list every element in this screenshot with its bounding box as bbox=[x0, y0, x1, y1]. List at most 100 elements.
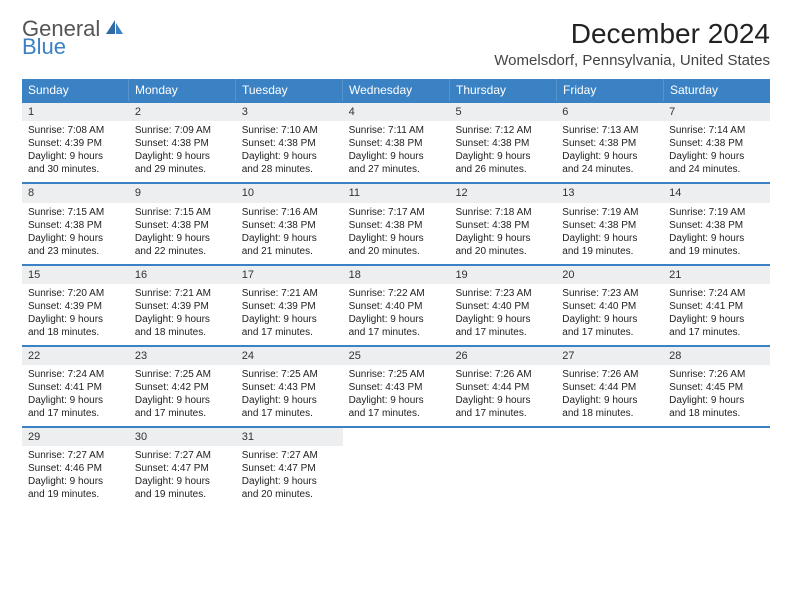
dow-cell: Tuesday bbox=[236, 79, 343, 101]
daynum-wrap: 28 bbox=[663, 347, 770, 365]
day-line: Daylight: 9 hours bbox=[562, 150, 657, 163]
day-number: 16 bbox=[135, 268, 230, 282]
day-line: Daylight: 9 hours bbox=[455, 313, 550, 326]
header: General Blue December 2024 Womelsdorf, P… bbox=[22, 18, 770, 69]
day-number: 9 bbox=[135, 186, 230, 200]
day-line: Daylight: 9 hours bbox=[562, 394, 657, 407]
day-line: Sunset: 4:39 PM bbox=[242, 300, 337, 313]
day-line: and 17 minutes. bbox=[28, 407, 123, 420]
day-line: Daylight: 9 hours bbox=[455, 232, 550, 245]
day-line: Sunset: 4:41 PM bbox=[669, 300, 764, 313]
day-line: and 19 minutes. bbox=[135, 488, 230, 501]
day-line: and 17 minutes. bbox=[349, 407, 444, 420]
day-line: Sunset: 4:38 PM bbox=[242, 219, 337, 232]
day-line: Sunset: 4:40 PM bbox=[349, 300, 444, 313]
day-line: and 17 minutes. bbox=[242, 326, 337, 339]
day-line: Sunset: 4:47 PM bbox=[242, 462, 337, 475]
day-number: 10 bbox=[242, 186, 337, 200]
day-cell: 6 Sunrise: 7:13 AMSunset: 4:38 PMDaylight… bbox=[556, 103, 663, 182]
day-line: Daylight: 9 hours bbox=[562, 232, 657, 245]
calendar: SundayMondayTuesdayWednesdayThursdayFrid… bbox=[22, 79, 770, 507]
day-line: Daylight: 9 hours bbox=[135, 394, 230, 407]
day-number: 8 bbox=[28, 186, 123, 200]
day-number: 13 bbox=[562, 186, 657, 200]
daynum-wrap: 8 bbox=[22, 184, 129, 202]
day-number: 20 bbox=[562, 268, 657, 282]
daynum-wrap: 6 bbox=[556, 103, 663, 121]
location-text: Womelsdorf, Pennsylvania, United States bbox=[494, 52, 770, 69]
day-cell bbox=[556, 428, 663, 507]
day-line: Daylight: 9 hours bbox=[28, 150, 123, 163]
day-cell: 22Sunrise: 7:24 AMSunset: 4:41 PMDayligh… bbox=[22, 347, 129, 426]
day-line: and 17 minutes. bbox=[135, 407, 230, 420]
daynum-wrap: 13 bbox=[556, 184, 663, 202]
day-line: and 18 minutes. bbox=[135, 326, 230, 339]
day-line: Sunrise: 7:14 AM bbox=[669, 124, 764, 137]
day-line: and 20 minutes. bbox=[349, 245, 444, 258]
day-line: Sunset: 4:45 PM bbox=[669, 381, 764, 394]
day-line: Sunset: 4:39 PM bbox=[135, 300, 230, 313]
day-line: Sunrise: 7:20 AM bbox=[28, 287, 123, 300]
day-line: Sunrise: 7:27 AM bbox=[28, 449, 123, 462]
day-line: Sunrise: 7:26 AM bbox=[455, 368, 550, 381]
day-cell: 3Sunrise: 7:10 AMSunset: 4:38 PMDaylight… bbox=[236, 103, 343, 182]
daynum-wrap: 23 bbox=[129, 347, 236, 365]
day-number: 1 bbox=[28, 105, 123, 119]
day-line: Sunset: 4:38 PM bbox=[349, 137, 444, 150]
day-line: and 19 minutes. bbox=[28, 488, 123, 501]
day-cell: 27 Sunrise: 7:26 AMSunset: 4:44 PMDayligh… bbox=[556, 347, 663, 426]
day-number: 21 bbox=[669, 268, 764, 282]
day-line: and 17 minutes. bbox=[242, 407, 337, 420]
day-line: Sunset: 4:38 PM bbox=[135, 137, 230, 150]
day-line: Sunrise: 7:19 AM bbox=[669, 206, 764, 219]
day-line: Sunset: 4:44 PM bbox=[562, 381, 657, 394]
daynum-wrap: 12 bbox=[449, 184, 556, 202]
day-line: Daylight: 9 hours bbox=[669, 232, 764, 245]
day-line: Daylight: 9 hours bbox=[562, 313, 657, 326]
day-cell: 18Sunrise: 7:22 AMSunset: 4:40 PMDayligh… bbox=[343, 266, 450, 345]
daynum-wrap: 30 bbox=[129, 428, 236, 446]
day-number: 5 bbox=[455, 105, 550, 119]
day-line: and 24 minutes. bbox=[562, 163, 657, 176]
daynum-wrap: 24 bbox=[236, 347, 343, 365]
day-number: 3 bbox=[242, 105, 337, 119]
day-line: Sunrise: 7:19 AM bbox=[562, 206, 657, 219]
dow-cell: Thursday bbox=[450, 79, 557, 101]
day-line: Daylight: 9 hours bbox=[28, 313, 123, 326]
day-line: Sunset: 4:47 PM bbox=[135, 462, 230, 475]
day-line: Sunset: 4:40 PM bbox=[562, 300, 657, 313]
day-line: and 19 minutes. bbox=[669, 245, 764, 258]
day-line: Daylight: 9 hours bbox=[669, 150, 764, 163]
day-line: and 22 minutes. bbox=[135, 245, 230, 258]
day-cell: 21Sunrise: 7:24 AMSunset: 4:41 PMDayligh… bbox=[663, 266, 770, 345]
day-line: and 17 minutes. bbox=[669, 326, 764, 339]
day-cell: 26Sunrise: 7:26 AMSunset: 4:44 PMDayligh… bbox=[449, 347, 556, 426]
day-line: Sunrise: 7:26 AM bbox=[562, 368, 657, 381]
daynum-wrap: 14 bbox=[663, 184, 770, 202]
day-number: 22 bbox=[28, 349, 123, 363]
day-number: 11 bbox=[349, 186, 444, 200]
day-line: and 19 minutes. bbox=[562, 245, 657, 258]
day-number: 27 bbox=[562, 349, 657, 363]
day-line: and 20 minutes. bbox=[455, 245, 550, 258]
day-cell: 4Sunrise: 7:11 AMSunset: 4:38 PMDaylight… bbox=[343, 103, 450, 182]
daynum-wrap: 18 bbox=[343, 266, 450, 284]
day-line: Sunrise: 7:13 AM bbox=[562, 124, 657, 137]
day-line: Sunrise: 7:21 AM bbox=[242, 287, 337, 300]
day-line: and 18 minutes. bbox=[562, 407, 657, 420]
dow-cell: Monday bbox=[129, 79, 236, 101]
day-number: 24 bbox=[242, 349, 337, 363]
daynum-wrap: 17 bbox=[236, 266, 343, 284]
day-number: 25 bbox=[349, 349, 444, 363]
day-cell: 11Sunrise: 7:17 AMSunset: 4:38 PMDayligh… bbox=[343, 184, 450, 263]
week-row: 8Sunrise: 7:15 AMSunset: 4:38 PMDaylight… bbox=[22, 182, 770, 263]
week-row: 15Sunrise: 7:20 AMSunset: 4:39 PMDayligh… bbox=[22, 264, 770, 345]
week-row: 1Sunrise: 7:08 AMSunset: 4:39 PMDaylight… bbox=[22, 101, 770, 182]
day-line: Sunset: 4:43 PM bbox=[349, 381, 444, 394]
daynum-wrap: 21 bbox=[663, 266, 770, 284]
day-line: Sunset: 4:38 PM bbox=[562, 137, 657, 150]
day-line: and 26 minutes. bbox=[455, 163, 550, 176]
day-line: and 27 minutes. bbox=[349, 163, 444, 176]
dow-cell: Wednesday bbox=[343, 79, 450, 101]
day-line: Sunrise: 7:18 AM bbox=[455, 206, 550, 219]
